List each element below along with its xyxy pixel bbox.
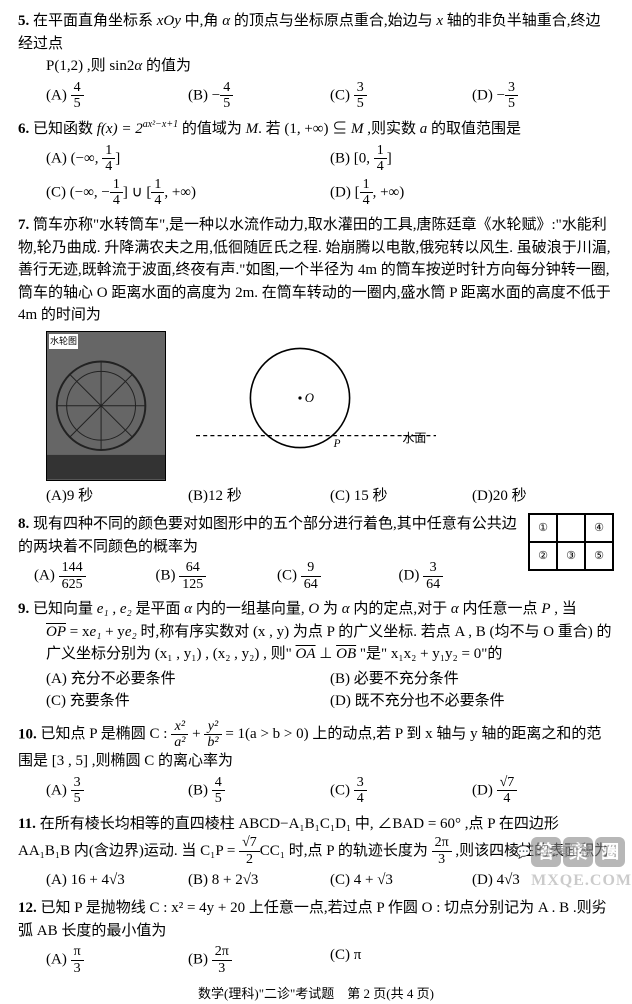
q7-opt-b: (B)12 秒 <box>188 485 330 508</box>
q10-opt-b: (B) 45 <box>188 775 330 807</box>
cell-3: ③ <box>557 542 585 570</box>
question-9: 9. 已知向量 e₁ , e₂ 是平面 α 内的一组基向量, O 为 α 内的定… <box>18 598 614 713</box>
cell-5: ⑤ <box>585 542 613 570</box>
q10-opt-a: (A) 35 <box>46 775 188 807</box>
wm-char-2: 案 <box>563 837 593 867</box>
q9-num: 9. <box>18 601 29 617</box>
q12-text: 已知 P 是抛物线 C : x² = 4y + 20 上任意一点,若过点 P 作… <box>18 900 607 939</box>
watermark: 答 案 圈 MXQE.COM <box>531 837 632 893</box>
q7-opt-c: (C) 15 秒 <box>330 485 472 508</box>
q8-num: 8. <box>18 516 29 532</box>
q6-opt-b: (B) [0, 14] <box>330 143 614 175</box>
label-O: O <box>305 391 314 405</box>
q5-text: 在平面直角坐标系 xOy 中,角 α 的顶点与坐标原点重合,始边与 x 轴的非负… <box>18 13 601 52</box>
q9-options: (A) 充分不必要条件 (B) 必要不充分条件 (C) 充要条件 (D) 既不充… <box>18 668 614 713</box>
q5-num: 5. <box>18 13 29 29</box>
coloring-grid: ① ④ ② ③ ⑤ <box>528 513 614 571</box>
q8-options: (A) 144625 (B) 64125 (C) 964 (D) 364 <box>18 560 520 592</box>
q7-options: (A)9 秒 (B)12 秒 (C) 15 秒 (D)20 秒 <box>18 485 614 508</box>
q11-options: (A) 16 + 4√3 (B) 8 + 2√3 (C) 4 + √3 (D) … <box>18 869 614 892</box>
q6-opt-c: (C) (−∞, −14] ∪ [14, +∞) <box>46 177 330 209</box>
q7-num: 7. <box>18 217 29 233</box>
waterwheel-icon <box>47 332 165 480</box>
wm-char-3: 圈 <box>595 837 625 867</box>
waterwheel-image: 水轮图 <box>46 331 166 481</box>
waterwheel-caption: 水轮图 <box>49 334 78 350</box>
q11-opt-b: (B) 8 + 2√3 <box>188 869 330 892</box>
q8-opt-c: (C) 964 <box>277 560 399 592</box>
q9-text: 已知向量 e₁ , e₂ 是平面 α 内的一组基向量, O 为 α 内的定点,对… <box>33 601 577 617</box>
question-7: 7. 筒车亦称"水转筒车",是一种以水流作动力,取水灌田的工具,唐陈廷章《水轮赋… <box>18 214 614 507</box>
q12-opt-c: (C) π <box>330 944 472 976</box>
q7-opt-d: (D)20 秒 <box>472 485 614 508</box>
q8-opt-b: (B) 64125 <box>156 560 278 592</box>
q6-opt-a: (A) (−∞, 14] <box>46 143 330 175</box>
q9-body: OP = xe₁ + ye₂ 时,称有序实数对 (x , y) 为点 P 的广义… <box>18 621 614 666</box>
q8-opt-d: (D) 364 <box>399 560 521 592</box>
q5-options: (A) 45 (B) −45 (C) 35 (D) −35 <box>18 80 614 112</box>
q5-opt-d: (D) −35 <box>472 80 614 112</box>
q12-num: 12. <box>18 900 37 916</box>
question-8: 8. 现有四种不同的颜色要对如图形中的五个部分进行着色,其中任意有公共边的两块着… <box>18 513 614 592</box>
cell-2: ② <box>529 542 557 570</box>
q5-body: P(1,2) ,则 sin2α 的值为 <box>18 55 614 78</box>
q7-opt-a: (A)9 秒 <box>46 485 188 508</box>
q12-opt-b: (B) 2π3 <box>188 944 330 976</box>
q11-num: 11. <box>18 816 36 832</box>
q9-opt-d: (D) 既不充分也不必要条件 <box>330 690 614 713</box>
q5-opt-a: (A) 45 <box>46 80 188 112</box>
wechat-icon: 💬 <box>516 845 531 859</box>
circle-diagram: O P 水面 <box>196 331 436 481</box>
q12-opt-d <box>472 944 614 976</box>
cell-1: ① <box>529 514 557 542</box>
cell-4: ④ <box>585 514 613 542</box>
q6-options-row1: (A) (−∞, 14] (B) [0, 14] <box>18 143 614 175</box>
label-water: 水面 <box>402 431 426 445</box>
cell-blank <box>557 514 585 542</box>
q9-opt-a: (A) 充分不必要条件 <box>46 668 330 691</box>
q8-opt-a: (A) 144625 <box>34 560 156 592</box>
wm-char-1: 答 <box>531 837 561 867</box>
q8-text: 现有四种不同的颜色要对如图形中的五个部分进行着色,其中任意有公共边的两块着不同颜… <box>18 516 517 555</box>
q9-opt-c: (C) 充要条件 <box>46 690 330 713</box>
q12-opt-a: (A) π3 <box>46 944 188 976</box>
q5-opt-c: (C) 35 <box>330 80 472 112</box>
question-6: 6. 已知函数 f(x) = 2ax²−x+1 的值域为 M. 若 (1, +∞… <box>18 117 614 208</box>
q9-opt-b: (B) 必要不充分条件 <box>330 668 614 691</box>
wm-url: MXQE.COM <box>531 869 632 893</box>
q7-figures: 水轮图 O P 水面 <box>18 331 614 481</box>
q11-opt-a: (A) 16 + 4√3 <box>46 869 188 892</box>
q6-text: 已知函数 f(x) = 2ax²−x+1 的值域为 M. 若 (1, +∞) ⊆… <box>33 121 521 137</box>
q6-options-row2: (C) (−∞, −14] ∪ [14, +∞) (D) [14, +∞) <box>18 177 614 209</box>
q5-opt-b: (B) −45 <box>188 80 330 112</box>
q11-opt-c: (C) 4 + √3 <box>330 869 472 892</box>
q10-opt-d: (D) √74 <box>472 775 614 807</box>
q12-options: (A) π3 (B) 2π3 (C) π <box>18 944 614 976</box>
q10-options: (A) 35 (B) 45 (C) 34 (D) √74 <box>18 775 614 807</box>
question-10: 10. 已知点 P 是椭圆 C : x²a² + y²b² = 1(a > b … <box>18 719 614 807</box>
q10-text: 已知点 P 是椭圆 C : x²a² + y²b² = 1(a > b > 0)… <box>18 726 601 769</box>
q6-num: 6. <box>18 121 29 137</box>
question-12: 12. 已知 P 是抛物线 C : x² = 4y + 20 上任意一点,若过点… <box>18 897 614 976</box>
q10-num: 10. <box>18 726 37 742</box>
label-P: P <box>333 438 341 450</box>
question-5: 5. 在平面直角坐标系 xOy 中,角 α 的顶点与坐标原点重合,始边与 x 轴… <box>18 10 614 111</box>
q10-opt-c: (C) 34 <box>330 775 472 807</box>
page-footer: 数学(理科)"二诊"考试题 第 2 页(共 4 页) <box>18 984 614 1004</box>
q7-text: 筒车亦称"水转筒车",是一种以水流作动力,取水灌田的工具,唐陈廷章《水轮赋》:"… <box>18 217 611 323</box>
q6-opt-d: (D) [14, +∞) <box>330 177 614 209</box>
